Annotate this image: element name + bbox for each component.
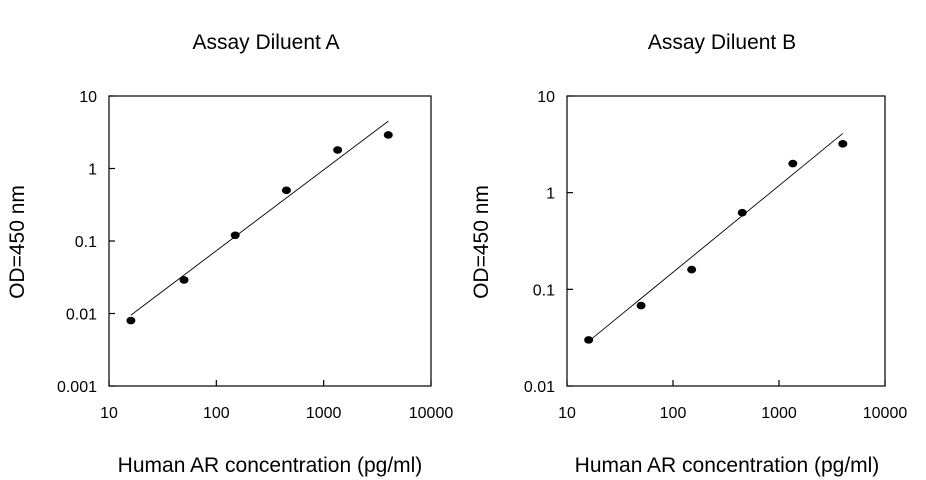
y-tick-label: 0.1 bbox=[533, 282, 555, 299]
data-points bbox=[584, 140, 848, 344]
data-point bbox=[838, 140, 848, 148]
tick-labels: 10 100 1000 10000 0.001 0.01 0.1 1 10 bbox=[57, 89, 453, 422]
x-tick-label: 10 bbox=[100, 405, 118, 422]
data-point bbox=[383, 131, 393, 139]
data-point bbox=[737, 208, 747, 217]
y-axis-label: OD=450 nm bbox=[6, 185, 29, 299]
data-point bbox=[687, 265, 697, 274]
fit-line-group bbox=[130, 120, 389, 316]
x-axis-label: Human AR concentration (pg/ml) bbox=[575, 454, 880, 477]
y-tick-label: 0.1 bbox=[75, 234, 97, 251]
y-tick-label: 0.001 bbox=[57, 379, 97, 396]
plot-frame bbox=[566, 95, 886, 387]
y-tick-label: 1 bbox=[546, 186, 555, 203]
data-point bbox=[584, 336, 594, 344]
x-tick-label: 10 bbox=[558, 405, 576, 422]
tick-labels: 10 100 1000 10000 0.01 0.1 1 10 bbox=[524, 89, 907, 422]
data-point bbox=[788, 159, 798, 168]
plot-frame bbox=[108, 95, 432, 387]
y-axis-label: OD=450 nm bbox=[470, 185, 493, 299]
data-point bbox=[126, 316, 136, 325]
y-tick-label: 10 bbox=[537, 89, 555, 106]
y-tick-label: 0.01 bbox=[524, 379, 555, 396]
x-tick-label: 100 bbox=[203, 405, 230, 422]
x-tick-label: 1000 bbox=[306, 405, 342, 422]
fit-line bbox=[130, 120, 389, 316]
y-tick-label: 0.01 bbox=[66, 307, 97, 324]
x-tick-label: 100 bbox=[660, 405, 687, 422]
y-tick-label: 1 bbox=[88, 162, 97, 179]
x-tick-label: 10000 bbox=[863, 405, 908, 422]
chart-assay-diluent-a: Assay Diluent A Human AR concentration (… bbox=[6, 31, 453, 477]
chart-assay-diluent-b: Assay Diluent B Human AR concentration (… bbox=[470, 31, 907, 477]
data-points bbox=[126, 131, 393, 325]
chart-title: Assay Diluent B bbox=[648, 31, 796, 54]
chart-title: Assay Diluent A bbox=[192, 31, 339, 54]
data-point bbox=[281, 186, 291, 195]
data-point bbox=[179, 276, 189, 284]
x-tick-label: 10000 bbox=[409, 405, 454, 422]
data-point bbox=[230, 231, 240, 240]
data-point bbox=[333, 146, 343, 154]
fit-line bbox=[588, 133, 844, 342]
x-axis-label: Human AR concentration (pg/ml) bbox=[118, 454, 423, 477]
fit-line-group bbox=[588, 133, 844, 342]
ticks bbox=[566, 95, 886, 387]
x-tick-label: 1000 bbox=[761, 405, 797, 422]
y-tick-label: 10 bbox=[79, 89, 97, 106]
ticks bbox=[108, 95, 432, 387]
data-point bbox=[636, 301, 646, 310]
